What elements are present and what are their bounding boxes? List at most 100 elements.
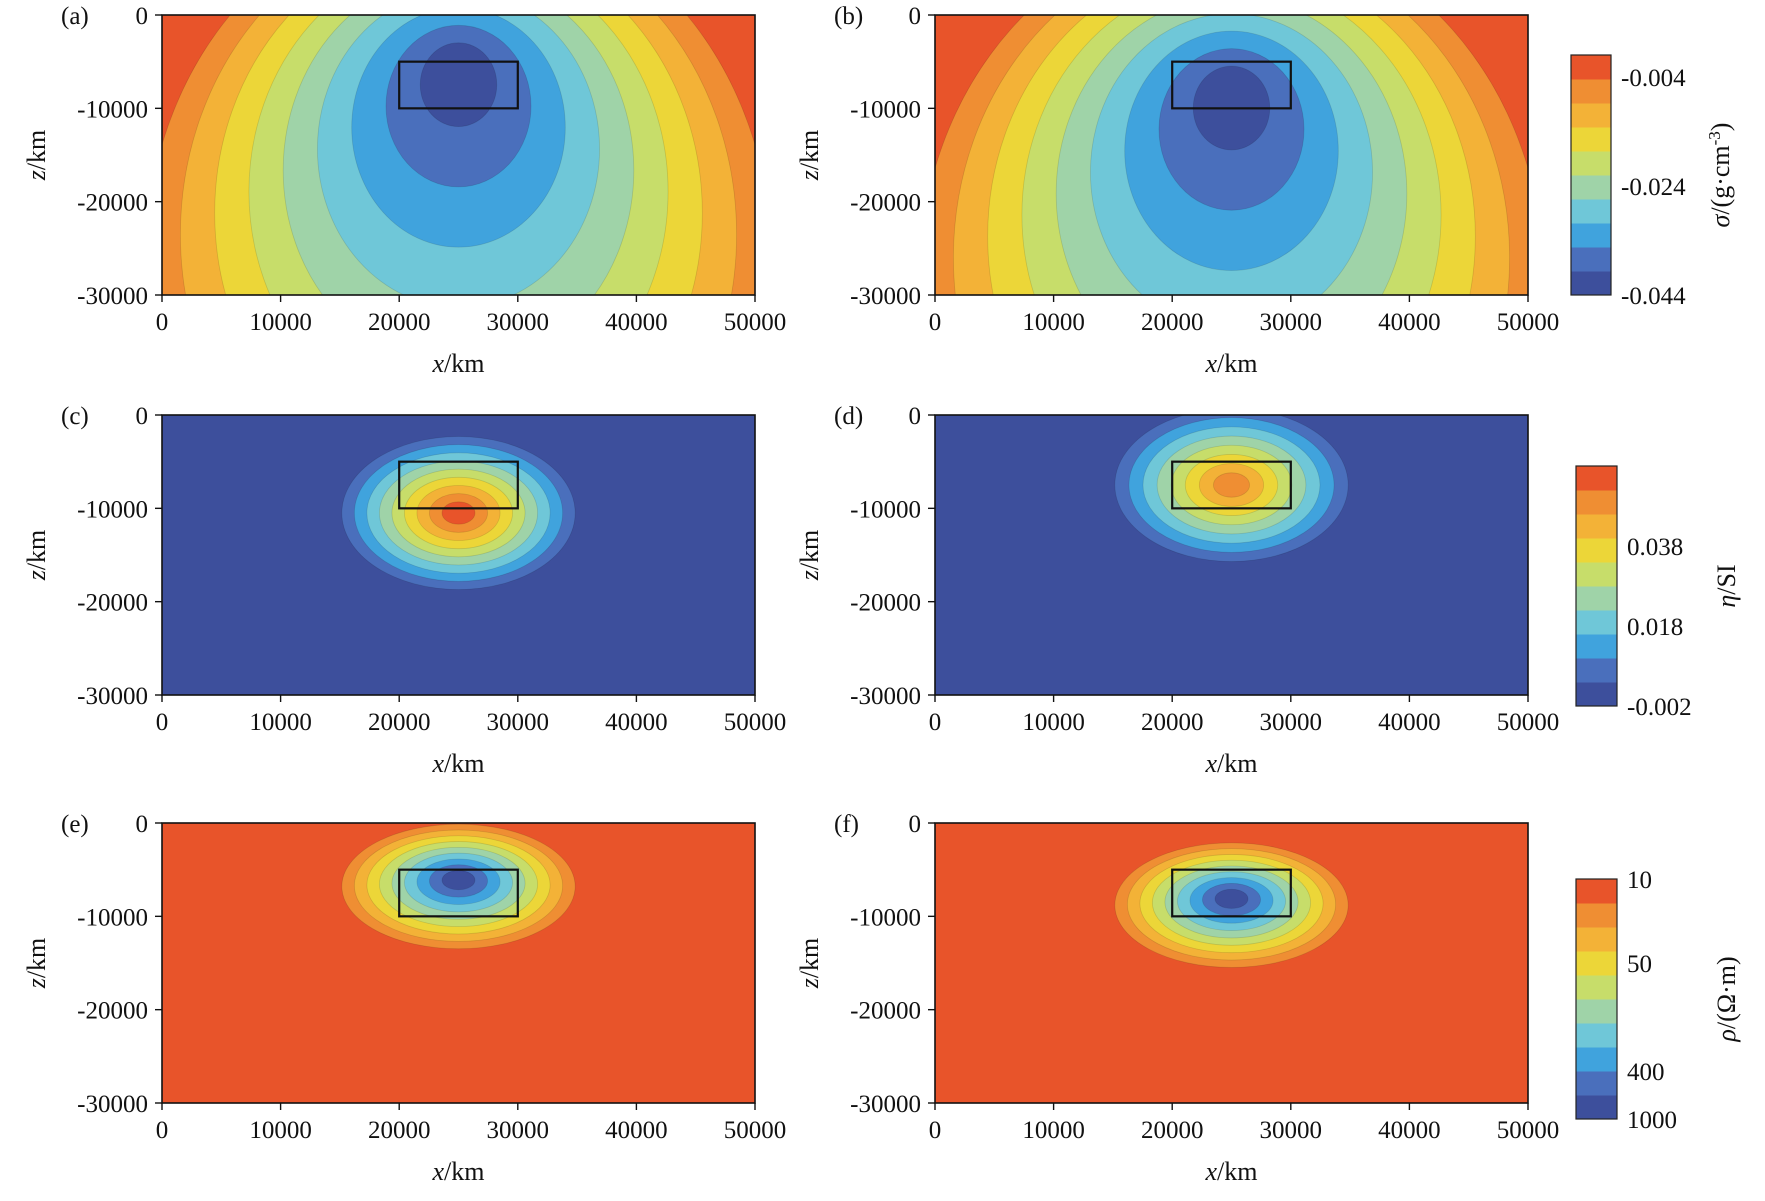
contour-band — [419, 42, 498, 127]
colorbar-segment — [1576, 538, 1617, 563]
colorbar-tick-label: -0.024 — [1621, 174, 1686, 201]
x-tick-label: 40000 — [605, 709, 668, 736]
y-tick-label: -30000 — [850, 1091, 921, 1118]
colorbar-tick-label: -0.044 — [1621, 283, 1686, 310]
x-tick-label: 0 — [156, 309, 169, 336]
x-tick-label: 30000 — [487, 1117, 550, 1144]
x-tick-label: 30000 — [487, 709, 550, 736]
colorbar-segment — [1571, 175, 1611, 200]
colorbar-segment — [1576, 951, 1617, 976]
y-tick-label: -20000 — [850, 190, 921, 217]
y-axis-label: z/km — [795, 938, 824, 990]
y-axis-label: z/km — [795, 530, 824, 582]
colorbar-density: -0.004 -0.024 -0.044 σ/(g·cm-3) — [1570, 54, 1735, 310]
x-tick-label: 10000 — [1022, 709, 1085, 736]
colorbar-segment — [1576, 975, 1617, 1000]
y-tick-label: -20000 — [77, 190, 148, 217]
colorbar-segment — [1571, 247, 1611, 272]
x-tick-label: 50000 — [724, 1117, 787, 1144]
colorbar-tick-label: 0.018 — [1627, 614, 1683, 641]
y-tick-label: -10000 — [77, 904, 148, 931]
y-axis-label: z/km — [795, 130, 824, 182]
heatmap-field — [162, 823, 755, 1103]
x-tick-label: 20000 — [368, 309, 431, 336]
x-axis-label: x/km — [1205, 1157, 1258, 1186]
colorbar-tick-label: -0.004 — [1621, 65, 1686, 92]
y-tick-label: -10000 — [850, 904, 921, 931]
x-tick-label: 10000 — [1022, 1117, 1085, 1144]
x-tick-label: 50000 — [1497, 309, 1560, 336]
colorbar-segment — [1576, 927, 1617, 952]
x-tick-label: 30000 — [1260, 1117, 1323, 1144]
y-tick-label: -10000 — [850, 96, 921, 123]
y-tick-label: -10000 — [77, 96, 148, 123]
x-tick-label: 10000 — [249, 309, 312, 336]
x-tick-label: 20000 — [1141, 309, 1204, 336]
colorbar-frame — [1570, 54, 1612, 296]
colorbar-segment — [1576, 1095, 1617, 1120]
panel-label: (b) — [834, 3, 863, 30]
panel-label: (f) — [834, 811, 859, 838]
colorbar-segment — [1576, 586, 1617, 611]
colorbar-segment — [1576, 514, 1617, 539]
colorbar-segment — [1571, 223, 1611, 248]
panel-label: (e) — [61, 811, 89, 838]
x-tick-label: 50000 — [724, 309, 787, 336]
x-tick-label: 50000 — [724, 709, 787, 736]
y-tick-label: 0 — [136, 811, 149, 838]
colorbar-segment — [1571, 55, 1611, 80]
x-axis-label: x/km — [432, 1157, 485, 1186]
colorbar-tick-label: 0.038 — [1627, 534, 1683, 561]
panel-label: (a) — [61, 3, 89, 30]
target-box — [1171, 60, 1292, 110]
panel-d: 0 10000 20000 30000 40000 50000 0 -10000 -20000 -… — [795, 403, 1559, 778]
colorbar-tick-label: 10 — [1627, 867, 1652, 894]
colorbar-resistivity: 10 50 400 1000 ρ/(Ω·m) — [1575, 867, 1741, 1134]
x-tick-label: 30000 — [1260, 709, 1323, 736]
y-tick-label: -10000 — [77, 496, 148, 523]
y-tick-label: 0 — [136, 403, 149, 430]
y-axis-label: z/km — [22, 130, 51, 182]
plot-frame — [161, 414, 756, 696]
heatmap-field — [935, 415, 1528, 695]
colorbar-segment — [1576, 658, 1617, 683]
x-tick-label: 20000 — [368, 1117, 431, 1144]
x-tick-label: 40000 — [1378, 309, 1441, 336]
x-tick-label: 10000 — [249, 1117, 312, 1144]
y-tick-label: 0 — [909, 811, 922, 838]
colorbar-segment — [1576, 1047, 1617, 1072]
panel-label: (d) — [834, 403, 863, 430]
x-tick-label: 40000 — [1378, 1117, 1441, 1144]
y-tick-label: -30000 — [77, 1091, 148, 1118]
colorbar-tick-label: 1000 — [1627, 1107, 1677, 1134]
panel-f: 0 10000 20000 30000 40000 50000 0 -10000 -20000 -… — [795, 811, 1559, 1186]
colorbar-segment — [1571, 271, 1611, 296]
colorbar-label: σ/(g·cm-3) — [1705, 123, 1735, 228]
x-tick-label: 40000 — [1378, 709, 1441, 736]
y-tick-label: -30000 — [77, 683, 148, 710]
colorbar-segment — [1571, 103, 1611, 128]
colorbar-susceptibility: 0.038 0.018 -0.002 η/SI — [1575, 465, 1741, 721]
plot-frame — [161, 822, 756, 1104]
panel-label: (c) — [61, 403, 89, 430]
y-tick-label: -10000 — [850, 496, 921, 523]
x-axis-label: x/km — [1205, 349, 1258, 378]
colorbar-segment — [1576, 490, 1617, 515]
colorbar-tick-label: 400 — [1627, 1059, 1665, 1086]
contour-band — [1213, 472, 1250, 498]
x-axis-label: x/km — [1205, 749, 1258, 778]
y-tick-label: -20000 — [850, 590, 921, 617]
colorbar-segment — [1571, 79, 1611, 104]
panel-b: 0 10000 20000 30000 40000 50000 0 -10000 -20000 -… — [795, 3, 1560, 378]
colorbar-segment — [1576, 562, 1617, 587]
colorbar-segment — [1571, 151, 1611, 176]
target-box — [1171, 460, 1292, 510]
colorbar-frame — [1575, 465, 1618, 707]
x-tick-label: 0 — [156, 709, 169, 736]
colorbar-tick-label: 50 — [1627, 951, 1652, 978]
y-tick-label: -30000 — [850, 283, 921, 310]
contour-band — [1214, 888, 1249, 909]
heatmap-field — [935, 823, 1528, 1103]
colorbar-segment — [1576, 999, 1617, 1024]
x-tick-label: 10000 — [1022, 309, 1085, 336]
